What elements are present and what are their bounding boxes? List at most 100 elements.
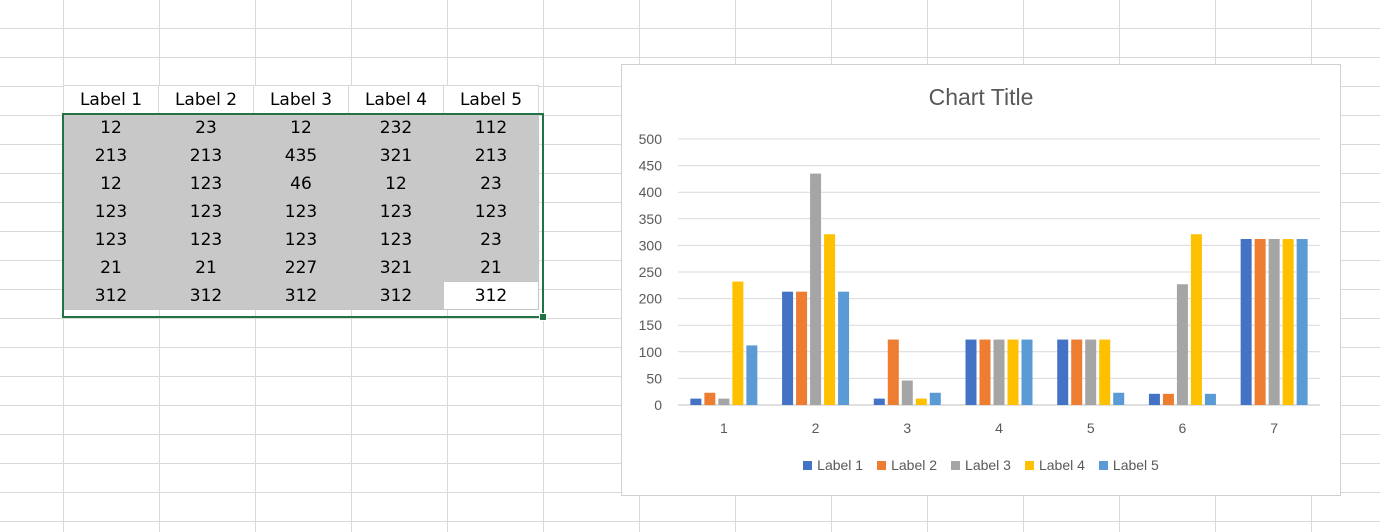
- table-cell[interactable]: 213: [443, 141, 539, 170]
- table-cell[interactable]: 312: [348, 281, 444, 310]
- bar: [1240, 239, 1252, 405]
- bar: [887, 339, 899, 405]
- legend-swatch: [877, 460, 887, 470]
- table-cell[interactable]: 123: [348, 225, 444, 254]
- table-cell[interactable]: 123: [443, 197, 539, 226]
- legend-label: Label 2: [891, 457, 938, 473]
- table-cell[interactable]: 123: [253, 197, 349, 226]
- legend-item[interactable]: Label 4: [1024, 457, 1085, 473]
- table-cell[interactable]: 123: [63, 197, 159, 226]
- x-tick-label: 5: [1087, 420, 1095, 436]
- bar: [796, 291, 808, 405]
- table-row: 312 312 312 312 312: [63, 281, 539, 310]
- table-cell[interactable]: 21: [158, 253, 254, 282]
- bar: [1085, 339, 1097, 405]
- y-tick-label: 250: [639, 264, 663, 280]
- y-tick-label: 200: [639, 291, 663, 307]
- table-cell[interactable]: 312: [63, 281, 159, 310]
- y-tick-label: 500: [639, 131, 663, 147]
- table-cell[interactable]: 435: [253, 141, 349, 170]
- bar: [1071, 339, 1083, 405]
- legend-item[interactable]: Label 1: [803, 457, 863, 473]
- bar: [873, 398, 885, 405]
- bar: [1254, 239, 1266, 405]
- table-cell[interactable]: 123: [63, 225, 159, 254]
- x-tick-label: 3: [903, 420, 911, 436]
- bar: [915, 398, 927, 405]
- table-cell[interactable]: 23: [158, 113, 254, 142]
- bar: [1099, 339, 1111, 405]
- header-cell[interactable]: Label 1: [63, 85, 159, 114]
- x-tick-label: 7: [1270, 420, 1278, 436]
- bar: [1162, 393, 1174, 405]
- table-cell[interactable]: 213: [63, 141, 159, 170]
- header-row: Label 1 Label 2 Label 3 Label 4 Label 5: [63, 85, 539, 114]
- legend-label: Label 1: [817, 457, 864, 473]
- y-tick-label: 100: [639, 344, 663, 360]
- legend-swatch: [1098, 460, 1108, 470]
- bar: [838, 291, 850, 405]
- bar: [1204, 393, 1216, 405]
- table-cell[interactable]: 227: [253, 253, 349, 282]
- table-cell[interactable]: 21: [63, 253, 159, 282]
- table-cell[interactable]: 321: [348, 141, 444, 170]
- legend-swatch: [951, 460, 961, 470]
- legend-swatch: [803, 460, 813, 470]
- table-cell[interactable]: 21: [443, 253, 539, 282]
- bar: [901, 380, 913, 405]
- y-tick-label: 50: [646, 370, 662, 386]
- legend-item[interactable]: Label 2: [877, 457, 937, 473]
- table-cell[interactable]: 232: [348, 113, 444, 142]
- x-tick-label: 1: [720, 420, 728, 436]
- y-tick-label: 300: [639, 237, 663, 253]
- table-cell[interactable]: 123: [158, 169, 254, 198]
- y-tick-label: 450: [639, 158, 663, 174]
- y-tick-label: 0: [654, 397, 662, 413]
- bar: [718, 398, 730, 405]
- header-cell[interactable]: Label 5: [443, 85, 539, 114]
- table-cell[interactable]: 12: [63, 113, 159, 142]
- chart-plot: 0 50 100 150 200 250 300 350 400 450 500 1 2 3 4 5 6 7: [639, 131, 1320, 436]
- chart-area[interactable]: Chart Title 0 50 100 150 200 250 300 350 400 450 5…: [621, 64, 1341, 496]
- x-tick-label: 6: [1179, 420, 1187, 436]
- legend-label: Label 3: [965, 457, 1011, 473]
- table-cell[interactable]: 12: [253, 113, 349, 142]
- table-cell[interactable]: 46: [253, 169, 349, 198]
- table-cell[interactable]: 123: [253, 225, 349, 254]
- bar: [993, 339, 1005, 405]
- table-cell[interactable]: 123: [158, 197, 254, 226]
- table-cell[interactable]: 12: [348, 169, 444, 198]
- table-cell[interactable]: 321: [348, 253, 444, 282]
- legend-item[interactable]: Label 3: [951, 457, 1011, 473]
- table-cell[interactable]: 23: [443, 225, 539, 254]
- table-cell[interactable]: 12: [63, 169, 159, 198]
- table-cell[interactable]: 112: [443, 113, 539, 142]
- chart-title[interactable]: Chart Title: [928, 84, 1034, 110]
- bar: [1268, 239, 1280, 405]
- bar: [1113, 392, 1125, 405]
- table-cell[interactable]: 123: [348, 197, 444, 226]
- bar: [810, 173, 822, 405]
- bar: [929, 392, 941, 405]
- bar: [1057, 339, 1069, 405]
- table-cell[interactable]: 213: [158, 141, 254, 170]
- bar: [965, 339, 977, 405]
- header-cell[interactable]: Label 4: [348, 85, 444, 114]
- bar: [1282, 239, 1294, 405]
- table-cell[interactable]: 123: [158, 225, 254, 254]
- active-cell[interactable]: 312: [443, 281, 539, 310]
- table-cell[interactable]: 312: [253, 281, 349, 310]
- bar: [704, 392, 716, 405]
- chart-legend[interactable]: Label 1 Label 2 Label 3 Label 4 Label 5: [622, 457, 1340, 473]
- header-cell[interactable]: Label 2: [158, 85, 254, 114]
- table-cell[interactable]: 23: [443, 169, 539, 198]
- table-row: 21 21 227 321 21: [63, 253, 539, 282]
- legend-item[interactable]: Label 5: [1098, 457, 1159, 473]
- header-cell[interactable]: Label 3: [253, 85, 349, 114]
- table-cell[interactable]: 312: [158, 281, 254, 310]
- table-row: 123 123 123 123 123: [63, 197, 539, 226]
- fill-handle[interactable]: [539, 313, 547, 321]
- bar: [1296, 239, 1308, 405]
- bar: [1007, 339, 1019, 405]
- table-row: 12 123 46 12 23: [63, 169, 539, 198]
